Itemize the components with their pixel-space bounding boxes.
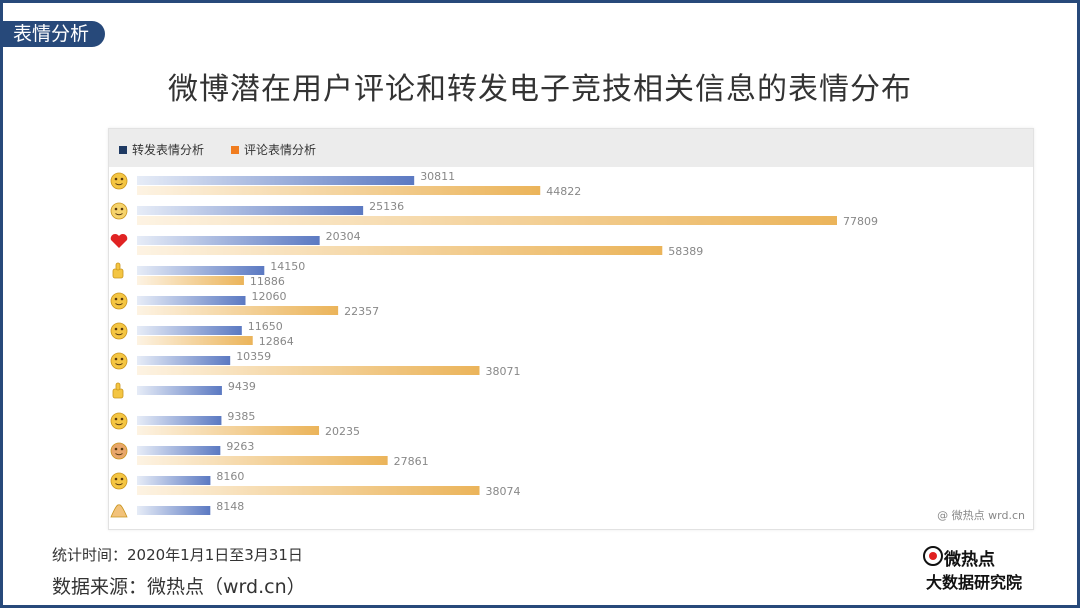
chart-watermark: @ 微热点 wrd.cn [937,509,1025,522]
red-heart-emoji [110,233,128,248]
bar-comment [137,426,320,435]
label-comment: 77809 [843,215,878,228]
legend-item-comment: 评论表情分析 [231,141,316,158]
shocked-emoji [110,412,128,430]
stat-time: 统计时间：2020年1月1日至3月31日 [52,546,303,564]
label-comment: 38071 [486,365,521,378]
crying-emoji [110,292,128,310]
legend-label-forward: 转发表情分析 [132,143,205,157]
bar-chart: 30811 44822 25136 77809 20304 58389 14150 11886… [110,170,878,518]
bar-comment [137,486,480,495]
bar-forward [137,416,222,425]
section-tag: 表情分析 [3,21,106,47]
page-title: 微博潜在用户评论和转发电子竞技相关信息的表情分布 [168,72,912,107]
label-comment: 38074 [486,485,521,498]
bar-forward [137,356,231,365]
legend-label-comment: 评论表情分析 [244,143,317,157]
like-emoji [112,382,124,399]
bar-comment [137,456,388,465]
logo-subtitle: 大数据研究院 [926,573,1023,592]
bar-comment [137,186,541,195]
label-forward: 8160 [216,470,244,483]
bar-comment [137,306,339,315]
bar-comment [137,336,253,345]
label-comment: 22357 [344,305,379,318]
weibo-eye-icon [923,546,943,566]
bar-forward [137,446,221,455]
logo: 微热点 大数据研究院 [922,543,1052,593]
bar-comment [137,246,663,255]
label-comment: 27861 [394,455,429,468]
label-forward: 12060 [251,290,286,303]
bar-forward [137,266,265,275]
bar-forward [137,506,211,515]
label-forward: 20304 [326,230,361,243]
crazy-emoji [110,442,128,460]
bar-comment [137,216,837,225]
label-forward: 14150 [270,260,305,273]
bar-forward [137,386,222,395]
label-comment: 20235 [325,425,360,438]
doge-emoji [110,172,128,190]
chart-panel: 转发表情分析 评论表情分析 30811 44822 25136 77809 20304 5… [108,128,1034,530]
label-comment: 11886 [250,275,285,288]
legend-item-forward: 转发表情分析 [119,141,204,158]
label-forward: 9439 [228,380,256,393]
label-forward: 9263 [226,440,254,453]
bar-forward [137,236,320,245]
laugh-emoji [110,322,128,340]
label-comment: 12864 [259,335,294,348]
legend-swatch-forward [119,145,127,154]
chart-legend: 转发表情分析 评论表情分析 [109,129,1033,167]
label-forward: 30811 [420,170,455,183]
prayer-hands-emoji [110,504,128,518]
label-comment: 44822 [546,185,581,198]
bar-comment [137,366,480,375]
logo-title: 微热点 [944,550,995,570]
legend-swatch-comment [231,145,239,154]
dog-face-emoji [110,202,128,220]
label-comment: 58389 [668,245,703,258]
label-forward: 8148 [216,500,244,513]
bar-forward [137,206,364,215]
bar-forward [137,476,211,485]
kiss-emoji [110,352,128,370]
label-forward: 9385 [227,410,255,423]
label-forward: 10359 [236,350,271,363]
laugh-cry-emoji [110,472,128,490]
label-forward: 25136 [369,200,404,213]
bar-forward [137,326,242,335]
label-forward: 11650 [248,320,283,333]
bar-comment [137,276,244,285]
bar-forward [137,296,246,305]
thumbs-up-emoji [112,262,124,279]
data-source: 数据来源：微热点（wrd.cn） [52,576,306,598]
bar-forward [137,176,415,185]
